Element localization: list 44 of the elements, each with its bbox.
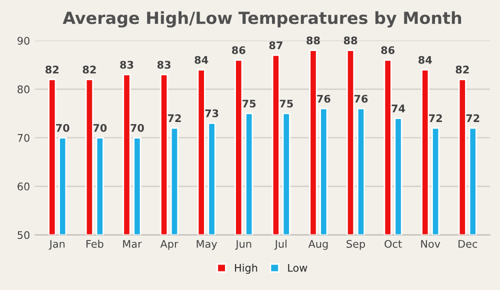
data-label: 86 xyxy=(232,46,246,54)
x-tick-label: Oct xyxy=(384,240,402,248)
data-label: 88 xyxy=(306,36,320,44)
x-tick-label: Jul xyxy=(274,240,286,250)
y-tick-label: 50 xyxy=(18,231,30,240)
legend-label: Low xyxy=(288,264,308,272)
y-tick-label: 80 xyxy=(18,85,30,94)
legend-label: High xyxy=(235,264,258,274)
x-tick-label: May xyxy=(196,240,218,250)
chart-title: Average High/Low Temperatures by Month xyxy=(62,11,462,28)
data-label: 83 xyxy=(120,60,134,69)
data-label: 75 xyxy=(280,100,293,108)
x-tick-label: Nov xyxy=(421,240,440,248)
data-label: 84 xyxy=(194,56,208,64)
data-label: 72 xyxy=(168,114,181,122)
y-tick-label: 70 xyxy=(18,134,30,142)
data-label: 88 xyxy=(344,36,358,44)
data-label: 72 xyxy=(466,114,480,122)
x-tick-label: Feb xyxy=(86,240,104,248)
x-tick-label: Mar xyxy=(123,240,142,248)
x-tick-label: Dec xyxy=(458,240,478,248)
x-tick-label: Aug xyxy=(308,240,328,250)
x-tick-label: Apr xyxy=(160,240,178,250)
data-label: 70 xyxy=(93,124,107,132)
data-label: 74 xyxy=(392,104,406,112)
y-tick-label: 60 xyxy=(18,182,30,190)
data-label: 70 xyxy=(56,124,70,132)
x-tick-label: Sep xyxy=(346,240,365,250)
data-label: 76 xyxy=(317,94,330,103)
data-label: 82 xyxy=(46,66,58,74)
data-label: 87 xyxy=(269,41,282,50)
data-label: 76 xyxy=(354,94,368,103)
data-label: 83 xyxy=(157,60,170,69)
data-label: 72 xyxy=(429,114,442,122)
data-label: 70 xyxy=(130,124,144,132)
data-label: 75 xyxy=(242,100,256,108)
data-label: 84 xyxy=(418,56,432,64)
x-tick-label: Jun xyxy=(235,240,252,250)
data-label: 82 xyxy=(456,66,469,74)
x-tick-label: Jan xyxy=(48,240,65,250)
data-label: 82 xyxy=(82,66,96,74)
y-tick-label: 90 xyxy=(18,36,30,45)
data-label: 73 xyxy=(205,109,218,118)
data-label: 86 xyxy=(381,46,394,54)
